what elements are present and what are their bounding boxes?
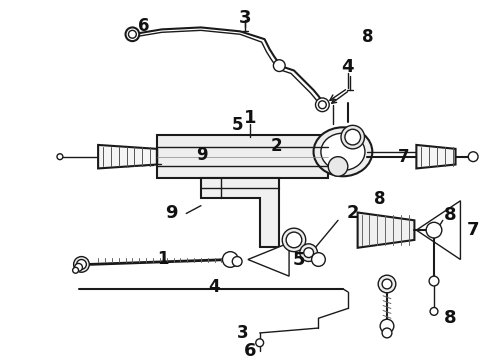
Text: 8: 8: [362, 28, 373, 46]
Circle shape: [312, 253, 325, 266]
Circle shape: [345, 129, 361, 145]
Circle shape: [328, 157, 348, 176]
Text: 6: 6: [139, 17, 150, 35]
Ellipse shape: [321, 133, 365, 170]
Text: 4: 4: [342, 58, 354, 76]
Text: 7: 7: [467, 221, 479, 239]
Text: 8: 8: [444, 206, 457, 224]
Circle shape: [73, 267, 78, 273]
Text: 5: 5: [293, 251, 305, 269]
Text: 8: 8: [373, 190, 385, 208]
Circle shape: [318, 101, 326, 109]
Polygon shape: [98, 145, 157, 168]
Circle shape: [382, 279, 392, 289]
Circle shape: [304, 248, 314, 257]
Text: 6: 6: [244, 342, 256, 360]
Circle shape: [382, 328, 392, 338]
Text: 5: 5: [232, 116, 244, 134]
Circle shape: [380, 319, 394, 333]
Circle shape: [273, 60, 285, 72]
Text: 2: 2: [270, 137, 282, 155]
Circle shape: [430, 307, 438, 315]
Circle shape: [76, 260, 86, 269]
Text: 1: 1: [158, 250, 169, 268]
Circle shape: [232, 257, 242, 266]
Text: 3: 3: [237, 324, 248, 342]
Circle shape: [300, 244, 318, 261]
Text: 1: 1: [244, 108, 256, 126]
Circle shape: [316, 98, 329, 112]
Ellipse shape: [314, 127, 372, 176]
Circle shape: [74, 257, 89, 272]
Circle shape: [282, 228, 306, 252]
Circle shape: [378, 275, 396, 293]
Polygon shape: [201, 178, 279, 247]
Circle shape: [426, 222, 442, 238]
Text: 9: 9: [196, 146, 208, 164]
Bar: [157, 135, 328, 178]
Circle shape: [256, 339, 264, 347]
Circle shape: [222, 252, 238, 267]
Polygon shape: [416, 145, 456, 168]
Circle shape: [468, 152, 478, 162]
Text: 9: 9: [165, 204, 178, 222]
Circle shape: [429, 276, 439, 286]
Circle shape: [128, 30, 136, 38]
Circle shape: [57, 154, 63, 159]
Circle shape: [74, 264, 82, 271]
Text: 7: 7: [397, 148, 409, 166]
Polygon shape: [248, 243, 289, 276]
Circle shape: [286, 232, 302, 248]
Circle shape: [125, 27, 139, 41]
Circle shape: [341, 125, 365, 149]
Text: 4: 4: [208, 278, 220, 296]
Polygon shape: [358, 212, 415, 248]
Text: 8: 8: [444, 309, 457, 327]
Polygon shape: [416, 201, 461, 260]
Text: 3: 3: [239, 9, 251, 27]
Text: 2: 2: [346, 204, 359, 222]
